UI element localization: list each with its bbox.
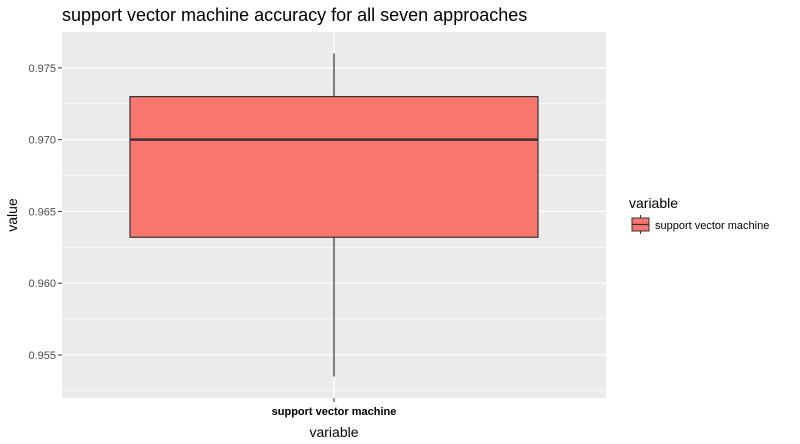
x-axis-title: variable [309, 424, 358, 440]
legend-label: support vector machine [655, 220, 769, 232]
legend: variable support vector machine [629, 195, 769, 234]
x-axis: support vector machine [272, 398, 397, 418]
y-tick-label: 0.970 [28, 135, 56, 147]
boxplot-layer [129, 53, 539, 377]
y-tick-label: 0.960 [28, 278, 56, 290]
box-iqr [129, 95, 539, 238]
y-tick-label: 0.965 [28, 206, 56, 218]
y-axis-title: value [4, 198, 20, 232]
chart-title: support vector machine accuracy for all … [62, 5, 527, 25]
y-tick-label: 0.955 [28, 350, 56, 362]
y-axis: 0.955 0.960 0.965 0.970 0.975 [28, 63, 62, 362]
legend-title: variable [629, 195, 678, 211]
x-tick-label: support vector machine [272, 406, 397, 418]
legend-key [631, 215, 650, 234]
y-tick-label: 0.975 [28, 63, 56, 75]
